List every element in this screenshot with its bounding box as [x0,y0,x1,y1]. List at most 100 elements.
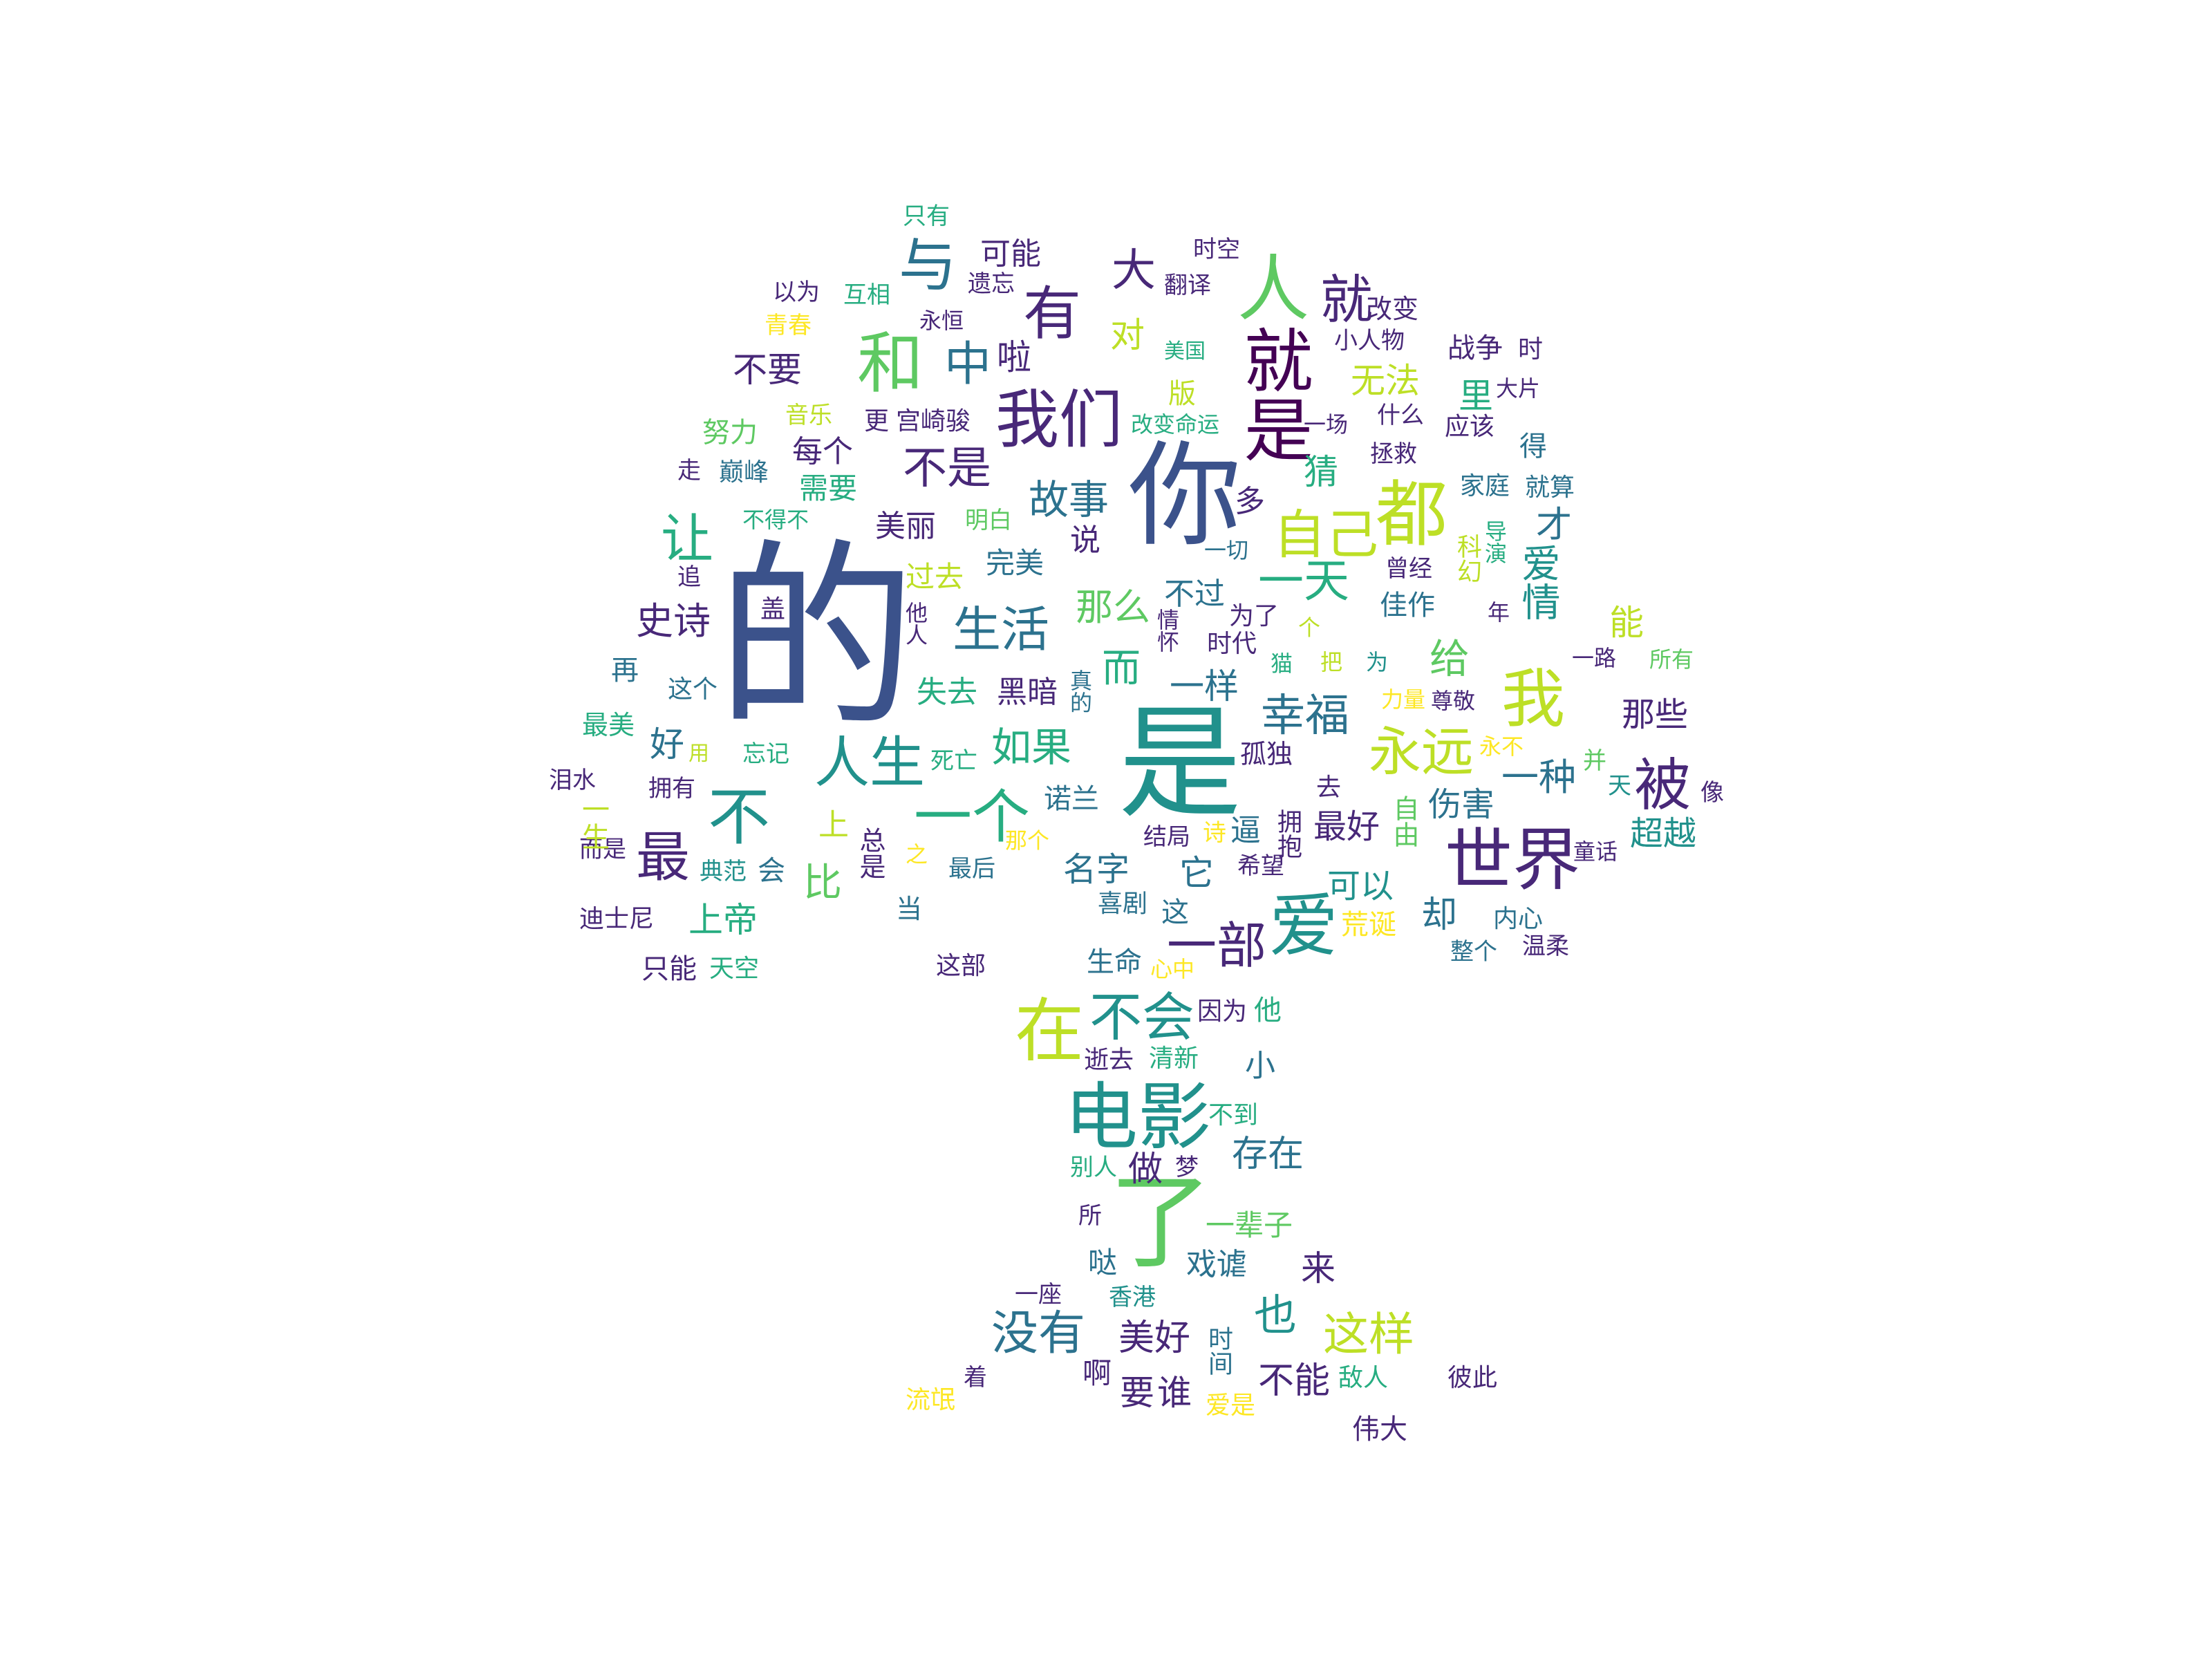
word: 爱情 [1515,543,1560,621]
word: 诗 [1203,819,1226,847]
word: 啊 [1082,1356,1112,1390]
word: 美好 [1118,1318,1191,1359]
word: 最 [636,827,691,889]
word: 它 [1179,853,1214,893]
word: 黑暗 [997,675,1058,710]
word: 才 [1536,505,1573,546]
word: 多 [1235,484,1265,519]
word: 你 [1128,430,1242,562]
word: 时空 [1193,236,1240,263]
word: 不是 [903,443,991,494]
word: 最后 [948,855,995,883]
word: 他 [1254,995,1282,1027]
word: 心中 [1150,956,1195,982]
word: 了 [1109,1163,1213,1283]
word: 每个 [792,434,853,469]
word: 互相 [843,281,890,309]
word: 敌人 [1338,1364,1389,1392]
word: 力量 [1381,686,1426,713]
word: 这 [1161,897,1189,928]
word: 一切 [1204,537,1249,563]
word: 好 [650,724,684,765]
word: 自己 [1273,504,1378,565]
word: 去 [1316,774,1342,802]
word: 上帝 [688,900,758,940]
word: 个 [1298,615,1321,641]
word: 把 [1320,649,1343,675]
word: 结局 [1143,823,1190,851]
word: 会 [758,855,785,887]
word: 那个 [1005,827,1050,854]
word: 一部 [1167,917,1267,975]
word: 梦 [1175,1154,1199,1181]
word: 能 [1609,603,1644,643]
word: 逝去 [1084,1046,1134,1074]
word: 伟大 [1352,1414,1407,1445]
word: 没有 [991,1306,1086,1361]
word: 名字 [1063,850,1130,889]
word: 时 [1518,335,1544,364]
word: 而 [1102,646,1141,691]
word: 诺兰 [1044,783,1099,815]
word: 香港 [1109,1284,1156,1311]
word: 努力 [702,417,758,449]
word: 战争 [1447,332,1503,364]
word: 应该 [1445,413,1495,441]
word: 走 [677,457,701,485]
word: 明白 [965,507,1012,534]
word: 更 [864,407,890,435]
word: 这样 [1323,1308,1414,1361]
word: 一座 [1015,1281,1062,1309]
word: 让 [661,508,713,570]
word: 是 [1118,692,1241,835]
word: 要 [1120,1373,1154,1413]
word: 只能 [641,953,697,985]
word: 那些 [1622,695,1689,734]
word: 天空 [709,955,760,983]
word: 美国 [1164,339,1206,364]
word: 在 [1015,991,1084,1071]
word: 着 [964,1364,987,1391]
word: 伤害 [1428,785,1495,824]
word: 他人 [902,601,928,646]
word: 整个 [1450,938,1497,966]
word: 温柔 [1522,932,1569,960]
word: 戏谑 [1186,1247,1247,1282]
word: 之 [906,841,928,868]
word: 生命 [1087,946,1142,978]
word: 忘记 [742,740,789,768]
word: 时代 [1207,630,1257,658]
word: 不得不 [742,507,809,533]
word: 曾经 [1385,555,1432,583]
word: 拥抱 [1273,809,1302,859]
word: 失去 [917,675,977,710]
word: 却 [1421,894,1458,936]
word: 人 [1237,247,1310,331]
word: 我们 [995,383,1123,457]
word: 盖 [760,595,786,624]
word: 可以 [1327,867,1394,906]
word: 和 [857,325,924,402]
word: 真的 [1067,669,1093,713]
word: 过去 [906,560,964,594]
word: 的 [716,523,917,756]
word: 猜 [1304,452,1338,492]
word: 佳作 [1380,590,1435,621]
word: 希望 [1237,852,1284,880]
word: 拯救 [1370,440,1417,468]
word: 彼此 [1447,1364,1498,1392]
word: 孤独 [1240,739,1293,769]
word: 有 [1023,280,1082,348]
word: 大片 [1496,375,1541,402]
word: 最好 [1313,807,1380,846]
word: 泪水 [549,767,596,794]
word: 翻译 [1164,272,1211,299]
word: 谁 [1157,1373,1192,1413]
word: 这个 [668,675,718,704]
word: 被 [1634,753,1691,818]
word: 爱 [1269,885,1338,966]
word: 美丽 [875,509,936,544]
word: 不过 [1164,577,1225,612]
word: 啦 [997,337,1031,377]
word: 一路 [1572,645,1617,671]
